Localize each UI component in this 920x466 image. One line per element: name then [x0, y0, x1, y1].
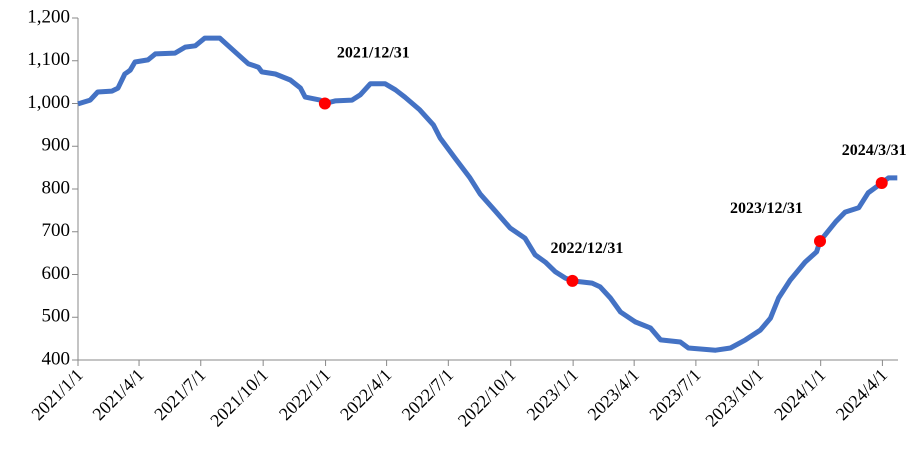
y-tick-label: 1,100: [27, 49, 70, 70]
annotation-point: [566, 274, 579, 287]
y-tick-label: 900: [42, 135, 71, 156]
x-tick-label: 2021/1/1: [27, 365, 86, 424]
x-tick-label: 2023/4/1: [584, 365, 643, 424]
x-tick-label: 2023/1/1: [523, 365, 582, 424]
x-tick-label: 2022/10/1: [454, 365, 520, 431]
annotation-label: 2021/12/31: [337, 45, 410, 62]
y-tick-label: 400: [42, 348, 71, 369]
annotation-point: [875, 177, 888, 190]
annotation-label: 2022/12/31: [550, 240, 623, 257]
x-tick-label: 2023/7/1: [645, 365, 704, 424]
annotation-point: [318, 97, 331, 110]
x-tick-label: 2022/1/1: [275, 365, 334, 424]
x-tick-label: 2021/7/1: [150, 365, 209, 424]
x-tick-label: 2024/1/1: [770, 365, 829, 424]
y-tick-label: 500: [42, 306, 71, 327]
annotation-label: 2023/12/31: [730, 200, 803, 217]
x-tick-label: 2023/10/1: [701, 365, 767, 431]
annotation-point: [814, 235, 827, 248]
annotation-label: 2024/3/31: [842, 142, 907, 159]
y-tick-label: 1,000: [27, 92, 70, 113]
x-tick-label: 2021/10/1: [206, 365, 272, 431]
y-tick-label: 1,200: [27, 6, 70, 27]
y-tick-label: 800: [42, 177, 71, 198]
x-tick-label: 2022/4/1: [336, 365, 395, 424]
y-tick-label: 600: [42, 263, 71, 284]
x-tick-label: 2024/4/1: [832, 365, 891, 424]
x-tick-label: 2021/4/1: [88, 365, 147, 424]
series-line: [77, 35, 898, 353]
x-tick-label: 2022/7/1: [398, 365, 457, 424]
y-tick-label: 700: [42, 220, 71, 241]
